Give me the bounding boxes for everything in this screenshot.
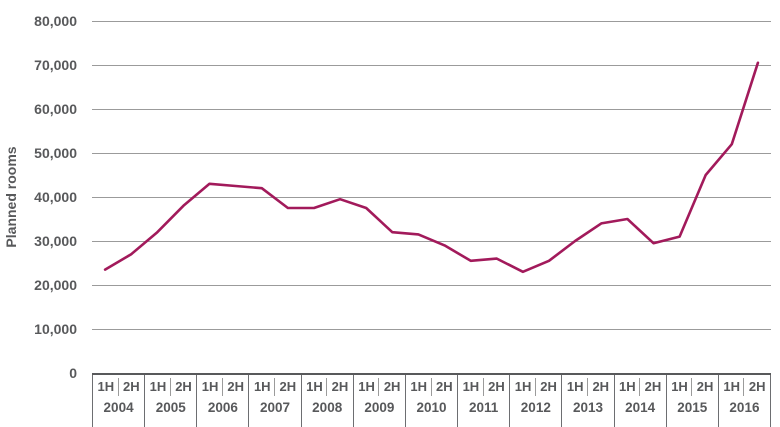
half-year-row: 1H 2H: [615, 375, 666, 399]
x-axis-year-label: 2006: [207, 400, 238, 415]
x-axis-half-label: 1H: [197, 375, 223, 399]
x-axis-year-label: 2013: [572, 400, 603, 415]
x-axis-year-cell: 1H 2H 2015: [667, 375, 719, 427]
x-axis-half-label: 2H: [331, 379, 349, 394]
x-axis-year-cell: 1H 2H 2013: [562, 375, 615, 427]
x-axis-half-label: 1H: [406, 375, 432, 399]
x-axis-half-label: 1H: [510, 375, 536, 399]
x-axis-half-label: 1H: [302, 375, 328, 399]
y-tick-label: 60,000: [34, 101, 77, 117]
half-year-row: 1H 2H: [145, 375, 196, 399]
x-axis-half-label: 1H: [615, 375, 641, 399]
y-tick-label: 80,000: [34, 13, 77, 29]
x-axis-year-cell: 1H 2H 2007: [249, 375, 302, 427]
gridline: [92, 109, 771, 110]
y-tick-label: 20,000: [34, 277, 77, 293]
x-axis-half-label: 1H: [145, 375, 171, 399]
half-year-row: 1H 2H: [249, 375, 300, 399]
x-axis-half-label: 2H: [696, 379, 714, 394]
half-year-row: 1H 2H: [93, 375, 144, 399]
x-axis-half-label: 2H: [540, 379, 557, 394]
x-axis-year-label: 2010: [416, 400, 447, 415]
x-axis-year-label: 2009: [364, 400, 395, 415]
half-year-row: 1H 2H: [197, 375, 248, 399]
gridline: [92, 329, 771, 330]
gridline: [92, 197, 771, 198]
x-axis-table: 1H 2H 2004 1H 2H 2005 1H 2H 2006 1H 2H 2007 1H 2H 2008…: [92, 373, 772, 427]
half-year-row: 1H 2H: [354, 375, 405, 399]
x-axis-half-label: 1H: [667, 375, 693, 399]
x-axis-year-cell: 1H 2H 2006: [197, 375, 250, 427]
x-axis-year-label: 2014: [625, 400, 656, 415]
x-axis-year-label: 2011: [469, 400, 499, 415]
x-axis-half-label: 1H: [93, 375, 119, 399]
x-axis-year-label: 2016: [729, 400, 760, 415]
half-year-row: 1H 2H: [719, 375, 770, 399]
x-axis-half-label: 2H: [123, 379, 140, 394]
gridline: [92, 153, 771, 154]
x-axis-year-label: 2012: [520, 400, 551, 415]
half-year-row: 1H 2H: [458, 375, 509, 399]
y-tick-label: 50,000: [34, 145, 77, 161]
y-tick-label: 70,000: [34, 57, 77, 73]
x-axis-half-label: 2H: [592, 379, 610, 394]
half-year-row: 1H 2H: [406, 375, 457, 399]
y-tick-label: 0: [69, 365, 77, 381]
half-year-row: 1H 2H: [302, 375, 353, 399]
x-axis-half-label: 1H: [249, 375, 275, 399]
x-axis-half-label: 1H: [562, 375, 588, 399]
y-tick-label: 40,000: [34, 189, 77, 205]
x-axis-year-label: 2005: [155, 400, 186, 415]
x-axis-year-label: 2004: [103, 400, 134, 415]
line-series-path: [103, 61, 760, 274]
x-axis-year-cell: 1H 2H 2005: [145, 375, 198, 427]
x-axis-half-label: 2H: [488, 379, 505, 394]
y-tick-label: 30,000: [34, 233, 77, 249]
gridline: [92, 21, 771, 22]
x-axis-half-label: 2H: [644, 379, 662, 394]
x-axis-half-label: 1H: [354, 375, 380, 399]
x-axis-year-label: 2008: [312, 400, 343, 415]
x-axis-half-label: 2H: [175, 379, 192, 394]
x-axis-half-label: 2H: [748, 379, 766, 394]
x-axis-year-label: 2015: [677, 400, 708, 415]
gridline: [92, 65, 771, 66]
planned-rooms-line-series: [103, 61, 760, 274]
half-year-row: 1H 2H: [510, 375, 561, 399]
x-axis-year-cell: 1H 2H 2009: [354, 375, 406, 427]
x-axis-half-label: 1H: [458, 375, 484, 399]
x-axis-year-cell: 1H 2H 2010: [406, 375, 459, 427]
x-axis-year-cell: 1H 2H 2016: [719, 375, 772, 427]
y-tick-label: 10,000: [34, 321, 77, 337]
x-axis-half-label: 2H: [227, 379, 244, 394]
x-axis-half-label: 2H: [279, 379, 297, 394]
x-axis-half-label: 2H: [435, 379, 453, 394]
x-axis-year-label: 2007: [260, 400, 291, 415]
gridline: [92, 285, 771, 286]
x-axis-half-label: 2H: [383, 379, 401, 394]
x-axis-year-cell: 1H 2H 2012: [510, 375, 563, 427]
x-axis-half-label: 1H: [719, 375, 745, 399]
gridline: [92, 241, 771, 242]
x-axis-year-cell: 1H 2H 2011: [458, 375, 511, 427]
half-year-row: 1H 2H: [667, 375, 718, 399]
plot-area: [92, 21, 771, 373]
half-year-row: 1H 2H: [562, 375, 613, 399]
x-axis-year-cell: 1H 2H 2004: [92, 375, 146, 427]
x-axis-year-cell: 1H 2H 2014: [615, 375, 667, 427]
x-axis-year-cell: 1H 2H 2008: [302, 375, 354, 427]
